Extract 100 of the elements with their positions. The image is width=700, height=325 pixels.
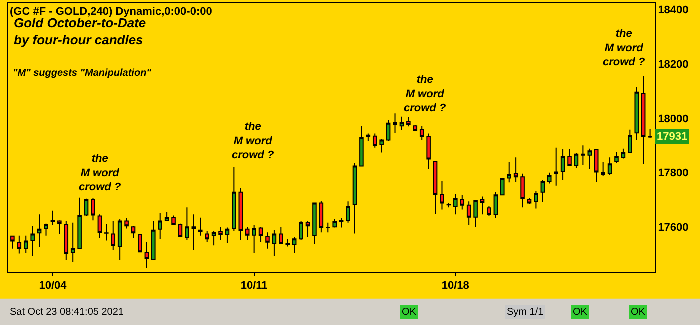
candlestick xyxy=(37,214,42,248)
candlestick xyxy=(648,128,652,139)
candlestick xyxy=(212,230,216,246)
candlestick xyxy=(568,148,572,167)
y-tick-label: 17600 xyxy=(658,222,689,234)
candlestick xyxy=(192,214,196,250)
candlestick xyxy=(554,147,558,186)
candlestick xyxy=(474,199,478,228)
candlestick xyxy=(111,220,116,252)
annotation: the M word crowd ? xyxy=(404,74,446,115)
candlestick xyxy=(386,120,391,142)
text: OK xyxy=(573,307,588,318)
candlestick xyxy=(225,227,230,244)
candlestick xyxy=(44,223,48,236)
candlestick xyxy=(98,214,102,239)
candlestick xyxy=(252,224,256,254)
candlestick xyxy=(560,148,566,181)
candlestick xyxy=(346,201,350,224)
candlestick xyxy=(58,220,62,235)
candlestick xyxy=(547,172,552,184)
candlestick xyxy=(581,145,586,166)
candlestick xyxy=(319,200,324,234)
candlestick xyxy=(124,218,129,230)
candlestick xyxy=(104,224,109,242)
candlestick xyxy=(507,162,512,184)
candlestick xyxy=(17,235,22,254)
candlestick xyxy=(601,162,606,177)
candlestick xyxy=(534,190,538,210)
candlestick xyxy=(64,220,69,261)
candlestick xyxy=(628,129,632,154)
candlestick xyxy=(400,116,404,131)
candlestick xyxy=(426,133,431,170)
candlestick xyxy=(198,217,203,236)
y-tick-label: 18200 xyxy=(658,58,689,71)
text: Sym 1/1 xyxy=(507,307,544,318)
candlestick xyxy=(366,133,371,142)
candlestick xyxy=(279,226,284,245)
candlestick xyxy=(152,220,156,261)
candlestick xyxy=(306,220,310,238)
candlestick xyxy=(608,157,612,176)
candlestick xyxy=(614,152,619,164)
annotation: the M word crowd ? xyxy=(79,153,122,194)
annotation: the M word crowd ? xyxy=(603,28,646,69)
annotation: the M word crowd ? xyxy=(232,121,274,162)
candlestick xyxy=(118,219,122,261)
candlestick xyxy=(30,226,35,258)
candlestick xyxy=(352,162,358,234)
candlestick xyxy=(138,234,142,253)
candlestick xyxy=(380,138,384,154)
candlestick xyxy=(372,133,378,148)
candlestick xyxy=(205,231,210,243)
candlestick xyxy=(144,242,150,269)
x-tick-label: 10/18 xyxy=(442,280,470,292)
candlestick xyxy=(50,210,56,226)
candlestick xyxy=(440,181,444,210)
candlestick xyxy=(266,232,270,250)
annotation: (GC #F - GOLD,240) Dynamic,0:00-0:00 xyxy=(10,6,212,18)
candlestick xyxy=(78,197,82,250)
x-tick-label: 10/11 xyxy=(240,280,268,292)
candlestick xyxy=(433,161,438,215)
text: "M" suggests "Manipulation" xyxy=(13,68,152,79)
candlestick xyxy=(594,148,599,183)
candlestick xyxy=(460,194,465,210)
candlestick xyxy=(500,178,505,196)
candlestick xyxy=(540,180,546,203)
candlestick xyxy=(332,219,337,228)
candlestick xyxy=(24,235,28,254)
candlestick xyxy=(520,173,525,208)
candlestick xyxy=(245,226,250,241)
candlestick xyxy=(158,212,162,240)
candlestick xyxy=(286,238,290,248)
candlestick xyxy=(588,148,592,170)
candlestick xyxy=(272,230,277,258)
candlestick xyxy=(10,235,15,250)
candlestick xyxy=(393,113,398,134)
y-tick-label: 18400 xyxy=(658,4,689,17)
y-tick-label: 17800 xyxy=(658,168,689,180)
candlestick xyxy=(185,207,190,241)
candlestick xyxy=(413,124,418,132)
candlestick xyxy=(480,196,485,216)
candlestick xyxy=(360,126,364,167)
candlestick xyxy=(621,148,626,160)
candlestick xyxy=(131,226,136,239)
candlestick xyxy=(172,215,176,225)
text: OK xyxy=(631,307,646,318)
candlestick xyxy=(91,198,96,222)
candlestick xyxy=(292,236,297,254)
candlestick xyxy=(178,223,183,238)
candlestick xyxy=(258,226,264,243)
candlestick xyxy=(299,220,304,241)
candlestick xyxy=(406,116,411,128)
candlestick xyxy=(238,188,244,241)
x-tick-label: 10/04 xyxy=(39,280,68,292)
candlestick xyxy=(574,152,579,169)
candlestick xyxy=(641,76,646,165)
y-tick-label: 18000 xyxy=(658,113,689,126)
candlestick xyxy=(164,212,170,222)
candlestick xyxy=(514,157,518,183)
candlestick xyxy=(70,222,76,262)
candlestick xyxy=(232,166,236,232)
